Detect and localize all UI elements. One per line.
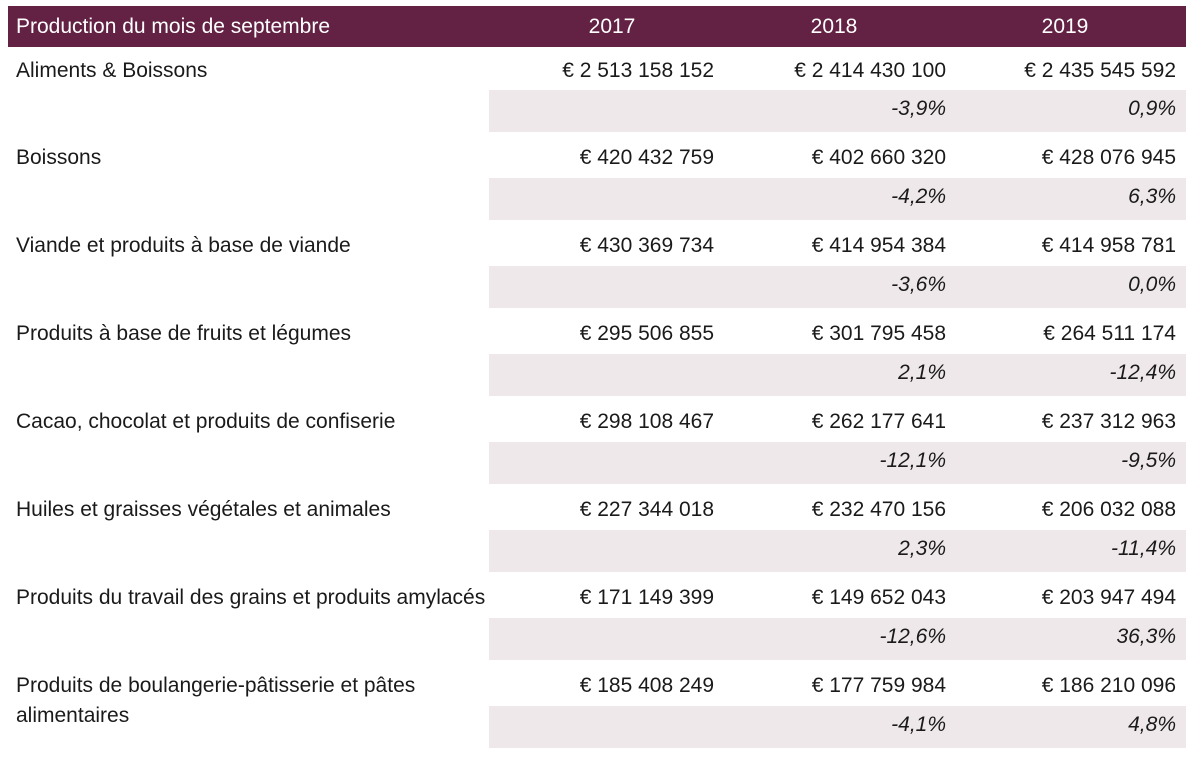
change-cell: -12,4% [1109, 361, 1176, 384]
value-cell: € 149 652 043 [811, 586, 946, 609]
value-cell: € 301 795 458 [811, 322, 946, 345]
value-cell: € 186 210 096 [1041, 674, 1176, 697]
value-cell: € 430 369 734 [579, 234, 714, 257]
value-cell: € 203 947 494 [1041, 586, 1176, 609]
row-label: Produits de boulangerie-pâtisserie et pâ… [16, 674, 416, 727]
change-band: -3,6% 0,0% [489, 266, 1186, 308]
table-header: Production du mois de septembre 2017 201… [8, 6, 1186, 47]
change-band: 2,3% -11,4% [489, 530, 1186, 572]
value-cell: € 2 414 430 100 [794, 59, 946, 82]
value-cell: € 414 958 781 [1041, 234, 1176, 257]
row-label: Huiles et graisses végétales et animales [16, 498, 391, 521]
change-cell: -4,2% [891, 185, 946, 208]
table-row: -12,1% -9,5% Cacao, chocolat et produits d… [8, 398, 1186, 486]
change-cell: 6,3% [1128, 185, 1176, 208]
change-cell: -3,9% [891, 97, 946, 120]
change-band: 2,1% -12,4% [489, 354, 1186, 396]
table-row: -3,6% 0,0% Viande et produits à base de vi… [8, 222, 1186, 310]
header-year-2017: 2017 [588, 15, 636, 38]
change-band: -4,2% 6,3% [489, 178, 1186, 220]
header-year-2019: 2019 [1041, 15, 1089, 38]
change-cell: -12,1% [879, 449, 946, 472]
change-cell: -12,6% [879, 625, 946, 648]
change-cell: -11,4% [1111, 537, 1176, 560]
table-row: -12,6% 36,3% Produits du travail des grain… [8, 574, 1186, 662]
row-label: Boissons [16, 146, 102, 169]
change-cell: -3,6% [891, 273, 946, 296]
row-label: Viande et produits à base de viande [16, 234, 351, 257]
table-row: 2,1% -12,4% Produits à base de fruits et l… [8, 310, 1186, 398]
value-cell: € 2 435 545 592 [1024, 59, 1176, 82]
change-cell: 2,1% [898, 361, 946, 384]
table-row: 2,3% -11,4% Huiles et graisses végétales e… [8, 486, 1186, 574]
value-cell: € 227 344 018 [579, 498, 714, 521]
row-label: Produits du travail des grains et produi… [16, 586, 486, 609]
value-cell: € 264 511 174 [1043, 322, 1176, 345]
change-band: -3,9% 0,9% [489, 90, 1186, 132]
change-band: -12,1% -9,5% [489, 442, 1186, 484]
table-row: -4,1% 4,8% Produits de boulangerie-pâtisse… [8, 662, 1186, 750]
value-cell: € 206 032 088 [1041, 498, 1176, 521]
value-cell: € 2 513 158 152 [562, 59, 714, 82]
value-cell: € 232 470 156 [811, 498, 946, 521]
change-cell: 4,8% [1128, 713, 1176, 736]
table-row: -4,2% 6,3% Boissons € 420 432 759 € 402 660 … [8, 134, 1186, 222]
value-cell: € 262 177 641 [811, 410, 946, 433]
table-row: -3,9% 0,9% Aliments & Boissons € 2 513 158 … [8, 47, 1186, 134]
production-table: Production du mois de septembre 2017 201… [8, 6, 1186, 750]
change-cell: -4,1% [891, 713, 946, 736]
value-cell: € 237 312 963 [1041, 410, 1176, 433]
value-cell: € 177 759 984 [811, 674, 946, 697]
value-cell: € 295 506 855 [579, 322, 714, 345]
change-cell: -9,5% [1121, 449, 1176, 472]
value-cell: € 298 108 467 [579, 410, 714, 433]
value-cell: € 185 408 249 [579, 674, 714, 697]
value-cell: € 428 076 945 [1041, 146, 1176, 169]
value-cell: € 402 660 320 [811, 146, 946, 169]
change-cell: 0,0% [1128, 273, 1176, 296]
value-cell: € 171 149 399 [579, 586, 714, 609]
row-label: Cacao, chocolat et produits de confiseri… [16, 410, 396, 433]
change-cell: 36,3% [1116, 625, 1176, 648]
change-band: -12,6% 36,3% [489, 618, 1186, 660]
change-cell: 0,9% [1128, 97, 1176, 120]
value-cell: € 414 954 384 [811, 234, 946, 257]
table-body: -3,9% 0,9% Aliments & Boissons € 2 513 158 … [8, 47, 1186, 750]
value-cell: € 420 432 759 [579, 146, 714, 169]
header-year-2018: 2018 [810, 15, 858, 38]
row-label: Produits à base de fruits et légumes [16, 322, 352, 345]
change-band: -4,1% 4,8% [489, 706, 1186, 748]
change-cell: 2,3% [898, 537, 946, 560]
row-label: Aliments & Boissons [16, 59, 208, 82]
header-label: Production du mois de septembre [16, 15, 331, 38]
